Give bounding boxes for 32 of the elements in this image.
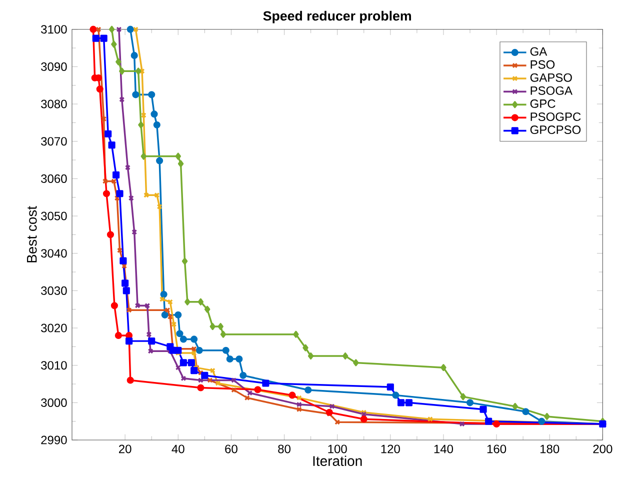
legend-label: PSOGA: [530, 86, 572, 95]
y-tick-label: 3030: [41, 286, 67, 295]
x-tick-label: 160: [487, 444, 506, 454]
x-tick-label: 100: [328, 444, 347, 454]
y-tick-label: 3050: [41, 212, 67, 220]
y-tick-label: 3010: [41, 361, 67, 370]
y-axis-title: Best cost: [27, 206, 37, 262]
x-tick-label: 20: [119, 444, 132, 454]
legend-label: PSOGPC: [530, 112, 581, 121]
chart-title: Speed reducer problem: [263, 10, 411, 24]
legend-label: GA: [530, 47, 548, 56]
y-tick-label: 3080: [41, 100, 67, 108]
x-axis-title: Iteration: [313, 456, 362, 466]
x-tick-label: 180: [540, 444, 560, 454]
x-tick-label: 40: [172, 444, 184, 454]
x-tick-label: 200: [593, 444, 612, 454]
y-tick-label: 3020: [41, 324, 67, 332]
y-tick-label: 3040: [41, 249, 67, 258]
x-tick-label: 120: [381, 444, 400, 454]
y-tick-label: 3070: [41, 137, 67, 146]
x-tick-label: 140: [434, 444, 454, 454]
y-tick-label: 3100: [41, 25, 67, 34]
legend-label: PSO: [530, 60, 555, 69]
legend-label: GAPSO: [530, 73, 572, 82]
y-tick-label: 2990: [41, 436, 67, 444]
legend-label: GPC: [530, 99, 556, 108]
x-tick-label: 60: [225, 444, 238, 454]
y-tick-label: 3000: [41, 398, 67, 407]
y-tick-label: 3060: [41, 174, 67, 183]
legend-label: GPCPSO: [530, 126, 581, 134]
x-tick-label: 80: [278, 444, 290, 454]
y-tick-label: 3090: [41, 62, 67, 71]
